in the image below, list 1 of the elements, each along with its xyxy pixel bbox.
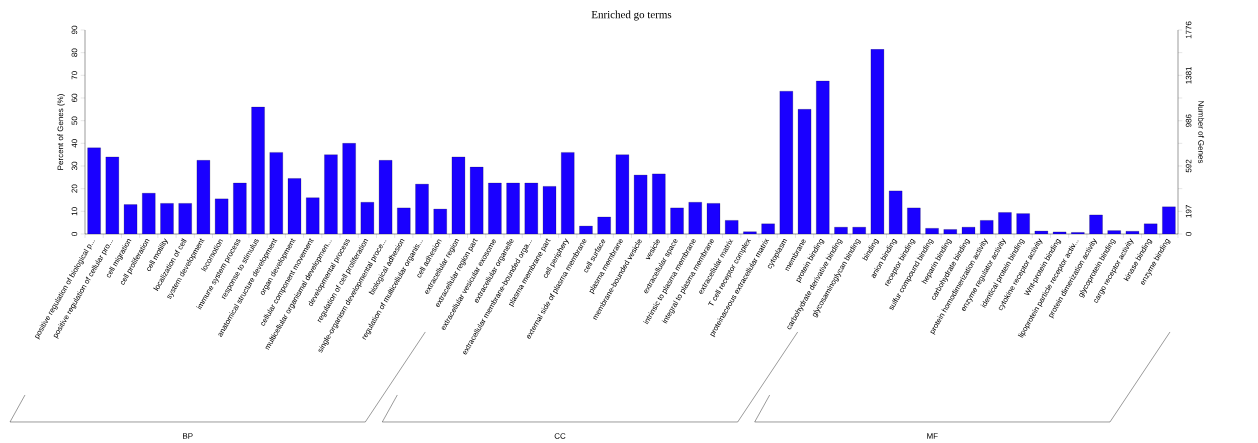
chart-title: Enriched go terms [591, 10, 672, 21]
